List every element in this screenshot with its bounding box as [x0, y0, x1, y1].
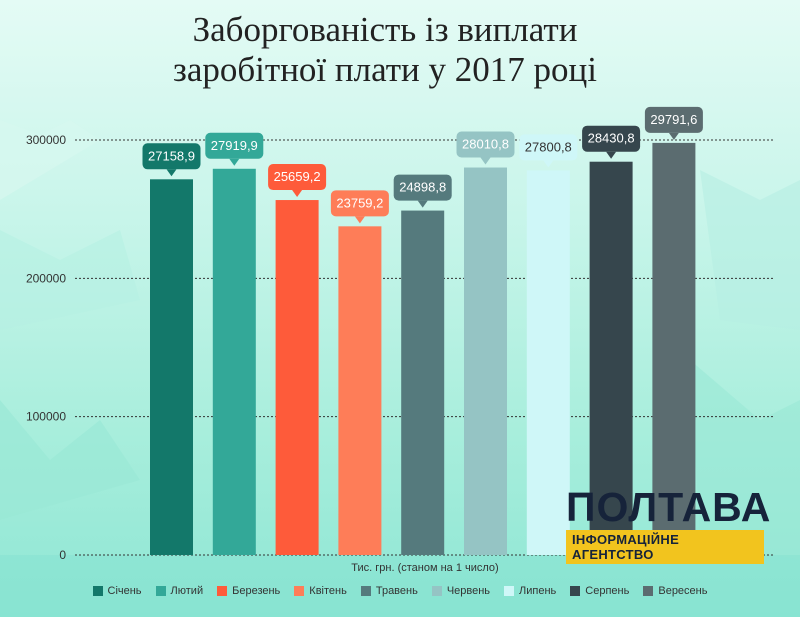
- data-label-text: 29791,6: [650, 112, 697, 127]
- data-label-pointer: [292, 190, 303, 198]
- bar: [589, 161, 633, 555]
- legend-label: Лютий: [170, 585, 204, 597]
- data-label-bubble: [519, 134, 578, 161]
- y-tick-label: 100000: [26, 410, 66, 424]
- legend-label: Липень: [519, 585, 557, 597]
- legend-swatch: [360, 586, 371, 596]
- y-tick-label: 0: [59, 548, 66, 562]
- data-label-bubble: [644, 106, 703, 133]
- legend-swatch: [92, 586, 103, 596]
- legend-swatch: [643, 586, 654, 596]
- data-label-bubble: [456, 131, 515, 158]
- data-label-text: 27919,9: [211, 138, 258, 153]
- data-label: 27800,8: [519, 134, 578, 168]
- legend-item: Березень: [217, 585, 280, 597]
- legend-item: Червень: [431, 585, 491, 597]
- legend-swatch: [431, 586, 442, 596]
- data-label-pointer: [480, 157, 491, 165]
- legend-swatch: [155, 586, 166, 596]
- legend-swatch: [570, 586, 581, 596]
- legend-item: Травень: [360, 585, 418, 597]
- data-label-pointer: [543, 160, 554, 168]
- data-label-pointer: [354, 216, 365, 224]
- logo-name: ПОЛТАВА: [566, 484, 772, 530]
- legend-label: Квітень: [309, 585, 347, 597]
- data-label-bubble: [142, 143, 201, 170]
- data-label-text: 23759,2: [336, 195, 383, 210]
- data-label: 29791,6: [644, 106, 703, 140]
- chart-title-line1: Заборгованість із виплати: [192, 10, 578, 49]
- data-label-bubble: [582, 125, 641, 152]
- bar: [464, 167, 507, 555]
- legend-label: Серпень: [585, 585, 630, 597]
- legend-swatch: [217, 586, 228, 596]
- legend-item: Вересень: [643, 585, 707, 597]
- data-label-pointer: [668, 132, 679, 140]
- legend-item: Лютий: [155, 585, 204, 597]
- data-label-pointer: [166, 169, 177, 177]
- legend-item: Липень: [504, 585, 556, 597]
- legend-item: Січень: [92, 585, 142, 597]
- data-label-pointer: [606, 151, 617, 159]
- data-label-text: 24898,8: [399, 180, 446, 195]
- legend-label: Вересень: [658, 585, 708, 597]
- data-label-pointer: [417, 200, 428, 208]
- y-tick-label: 200000: [26, 271, 66, 285]
- data-label-bubble: [393, 174, 452, 201]
- legend-label: Березень: [232, 585, 281, 597]
- data-label-text: 28430,8: [588, 131, 635, 146]
- data-label-text: 27158,9: [148, 148, 195, 163]
- data-label-pointer: [229, 158, 240, 166]
- data-label: 24898,8: [393, 174, 452, 208]
- chart-title-line2: заробітної плати у 2017 році: [173, 50, 597, 89]
- legend-item: Квітень: [294, 585, 347, 597]
- legend-swatch: [294, 586, 305, 596]
- bar: [401, 210, 445, 556]
- logo-tagline: ІНФОРМАЦІЙНЕ АГЕНТСТВО: [566, 530, 764, 564]
- data-label: 27158,9: [142, 143, 201, 177]
- poltava-logo: ПОЛТАВА ІНФОРМАЦІЙНЕ АГЕНТСТВО: [566, 484, 772, 564]
- data-label: 28010,8: [456, 131, 515, 165]
- data-label-text: 25659,2: [274, 169, 321, 184]
- bar: [338, 226, 382, 556]
- legend-label: Червень: [446, 585, 491, 597]
- data-label-bubble: [205, 132, 264, 159]
- data-label-text: 28010,8: [462, 137, 509, 152]
- chart-legend: Січень Лютий Березень Квітень Травень Червень…: [0, 585, 800, 597]
- y-tick-label: 300000: [26, 133, 66, 147]
- legend-label: Січень: [107, 585, 142, 597]
- legend-item: Серпень: [570, 585, 629, 597]
- data-label: 28430,8: [582, 125, 641, 159]
- data-label: 25659,2: [268, 164, 327, 198]
- bar: [652, 142, 696, 555]
- bar: [212, 168, 256, 555]
- data-label-text: 27800,8: [525, 139, 572, 154]
- bar: [526, 170, 570, 555]
- data-label: 23759,2: [330, 190, 389, 224]
- data-label: 27919,9: [205, 132, 264, 166]
- data-label-bubble: [268, 164, 327, 191]
- legend-label: Травень: [375, 585, 418, 597]
- bar: [275, 200, 319, 555]
- legend-swatch: [504, 586, 515, 596]
- bar: [150, 179, 193, 555]
- x-axis-label: Тис. грн. (станом на 1 число): [351, 562, 498, 574]
- data-label-bubble: [330, 190, 389, 217]
